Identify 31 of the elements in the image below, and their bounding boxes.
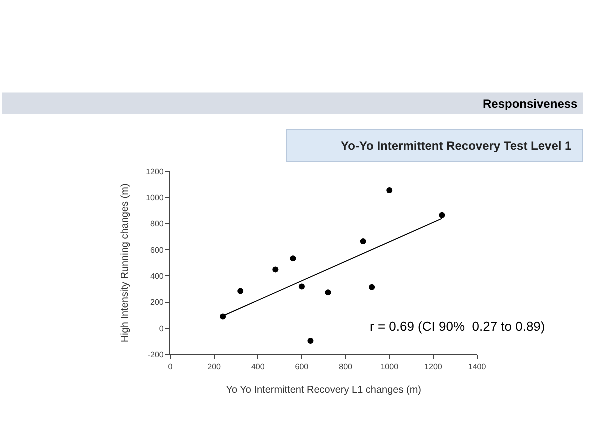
x-tick-label: 1200 (424, 362, 443, 372)
y-axis-title: High Intensity Running changes (m) (120, 184, 132, 343)
x-tick-label: 1400 (468, 362, 487, 372)
point (360, 238, 366, 245)
point (439, 212, 446, 218)
point (238, 288, 244, 294)
chart-subtitle: Yo-Yo Intermittent Recovery Test Level 1 (341, 139, 572, 153)
y-tick-label: -200 (148, 350, 164, 360)
annotation: r = 0.69 (CI 90% 0.27 to 0.89) (370, 319, 546, 334)
point (308, 338, 314, 344)
text: Responsiveness (483, 97, 578, 111)
y-tick-label: 0 (159, 324, 164, 334)
y-tick-label: 1000 (146, 194, 164, 203)
y-tick-label: 200 (150, 298, 164, 308)
x-axis-title: Yo Yo Intermittent Recovery L1 changes (m) (226, 384, 422, 396)
x-tick-label: 600 (295, 362, 310, 372)
x-tick-label: 200 (208, 362, 222, 372)
x-tick-label: 800 (339, 362, 354, 372)
y-tick-label: 400 (150, 272, 164, 282)
x-tick-label: 1000 (380, 362, 400, 372)
point (272, 266, 279, 273)
point (325, 290, 332, 296)
y-tick-label: 600 (150, 246, 164, 255)
point (290, 256, 296, 262)
y-tick-label: 800 (150, 220, 164, 229)
point (369, 284, 376, 290)
y-tick-label: 1200 (146, 167, 164, 176)
x-tick-label: 0 (168, 362, 174, 372)
point (298, 284, 305, 290)
point (386, 188, 393, 194)
x-tick-label: 400 (251, 362, 266, 372)
